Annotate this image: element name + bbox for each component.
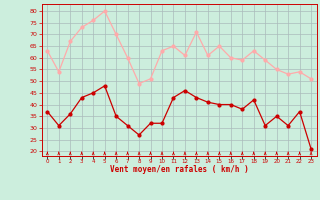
X-axis label: Vent moyen/en rafales ( km/h ): Vent moyen/en rafales ( km/h ) <box>110 165 249 174</box>
